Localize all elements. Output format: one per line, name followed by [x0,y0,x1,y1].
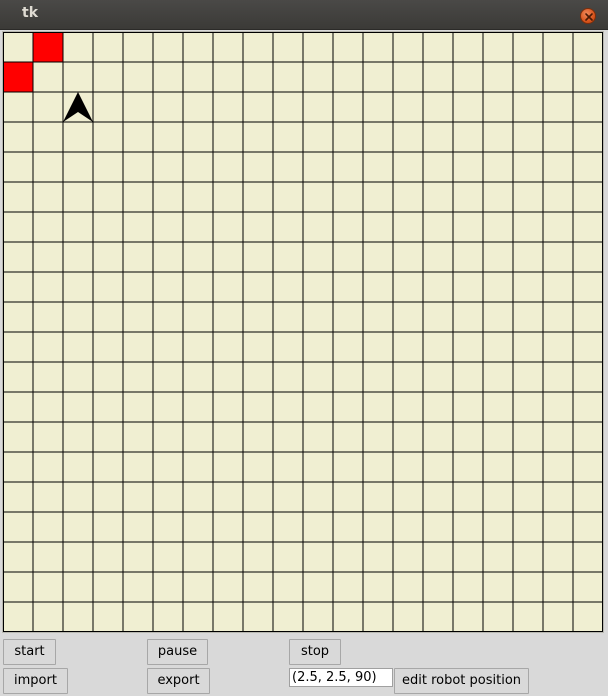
robot-position-input[interactable] [289,668,393,687]
title-bar: tk [0,0,608,30]
pause-button[interactable]: pause [147,639,208,665]
stop-button[interactable]: stop [289,639,341,665]
import-button[interactable]: import [3,668,68,694]
robot-arrow-icon [63,92,93,122]
obstacle-cell [3,62,33,92]
grid-canvas[interactable] [2,31,604,633]
grid-svg [3,32,603,632]
edit-robot-position-button[interactable]: edit robot position [394,668,529,694]
obstacle-cell [33,32,63,62]
start-button[interactable]: start [3,639,56,665]
window-title: tk [22,5,39,21]
close-icon[interactable] [580,8,596,24]
export-button[interactable]: export [147,668,210,694]
